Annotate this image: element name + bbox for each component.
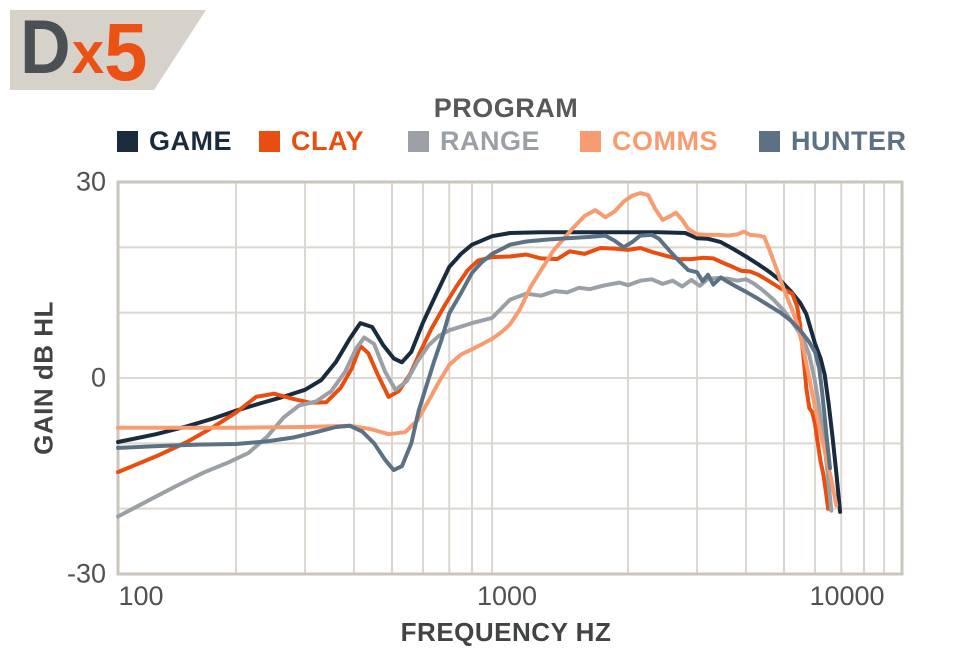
legend-item-hunter: HUNTER xyxy=(759,127,907,155)
legend-swatch-hunter xyxy=(759,130,780,152)
legend: GAME CLAY RANGE COMMS HUNTER xyxy=(0,127,970,157)
x-tick-1000: 1000 xyxy=(476,581,538,611)
legend-item-comms: COMMS xyxy=(580,127,718,155)
legend-label-range: RANGE xyxy=(440,126,541,156)
dx5-logo: D x 5 xyxy=(10,10,206,90)
chart-title: PROGRAM xyxy=(433,93,579,123)
legend-label-hunter: HUNTER xyxy=(791,126,907,156)
x-tick-10000: 10000 xyxy=(809,581,885,611)
y-tick-30: 30 xyxy=(75,166,106,197)
curve-clay xyxy=(116,246,831,511)
logo-letter-d: D xyxy=(20,5,70,90)
legend-swatch-game xyxy=(117,130,138,152)
legend-label-comms: COMMS xyxy=(612,126,718,156)
curve-hunter xyxy=(116,232,832,473)
logo-digit-5: 5 xyxy=(104,7,147,98)
legend-item-clay: CLAY xyxy=(259,127,364,155)
legend-label-clay: CLAY xyxy=(291,126,365,156)
legend-swatch-comms xyxy=(580,130,601,152)
y-axis-label: GAIN dB HL xyxy=(28,301,59,455)
legend-item-range: RANGE xyxy=(408,127,540,155)
dx5-logo-text: D x 5 xyxy=(18,5,147,90)
y-tick--30: -30 xyxy=(66,558,106,589)
legend-swatch-range xyxy=(408,130,429,152)
curve-comms xyxy=(116,191,839,508)
x-axis-label: FREQUENCY HZ xyxy=(400,617,612,647)
curve-range xyxy=(116,276,834,519)
logo-letter-x: x xyxy=(71,21,105,86)
curve-game xyxy=(116,230,843,514)
y-tick-0: 0 xyxy=(90,362,106,393)
plot-border xyxy=(116,180,904,576)
x-tick-100: 100 xyxy=(118,581,164,611)
legend-label-game: GAME xyxy=(149,126,232,156)
legend-item-game: GAME xyxy=(117,127,232,155)
legend-swatch-clay xyxy=(259,130,280,152)
